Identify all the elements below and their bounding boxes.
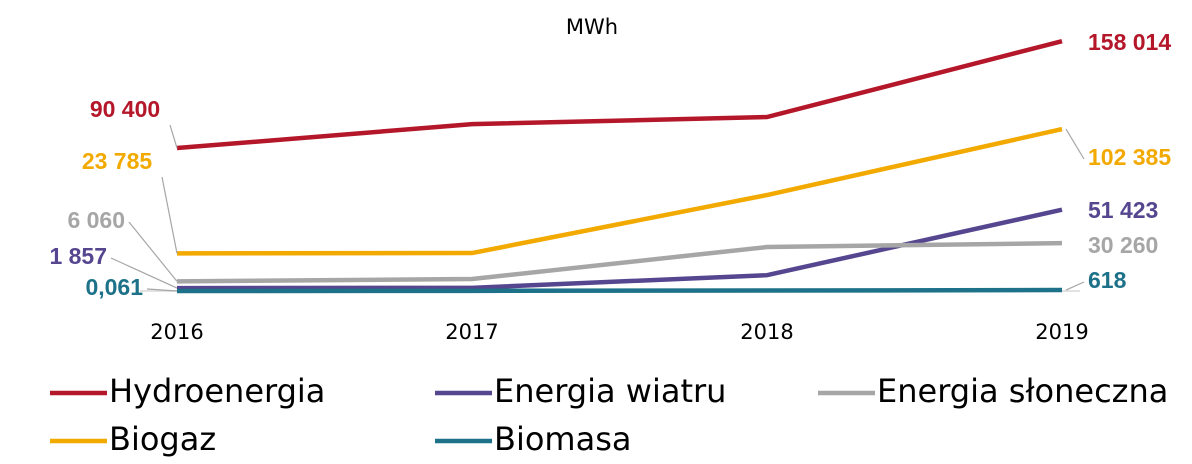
- legend-label: Energia wiatru: [494, 372, 726, 410]
- legend-label: Energia słoneczna: [877, 372, 1168, 410]
- leader-line: [169, 124, 178, 149]
- value-label: 102 385: [1088, 144, 1171, 170]
- x-tick-label: 2018: [740, 320, 793, 344]
- leader-line: [146, 288, 178, 292]
- series-line: [176, 207, 1063, 291]
- x-tick-label: 2017: [445, 320, 498, 344]
- value-label: 6 060: [67, 207, 125, 233]
- leader-line: [161, 176, 178, 254]
- x-tick-label: 2016: [150, 320, 203, 344]
- x-tick-label: 2019: [1035, 320, 1088, 344]
- value-label: 158 014: [1088, 29, 1171, 55]
- legend-label: Biomasa: [494, 420, 631, 458]
- value-label: 51 423: [1088, 197, 1158, 223]
- legend-label: Hydroenergia: [109, 372, 325, 410]
- series-line: [176, 240, 1063, 284]
- value-label: 23 785: [82, 148, 153, 174]
- value-label: 1 857: [49, 243, 107, 269]
- leader-line: [1065, 281, 1085, 291]
- leader-line: [128, 221, 178, 282]
- legend-label: Biogaz: [109, 420, 216, 458]
- series-line: [176, 287, 1063, 294]
- value-label: 90 400: [90, 96, 160, 122]
- leader-line: [1065, 128, 1085, 160]
- value-label: 30 260: [1088, 232, 1158, 258]
- value-label: 618: [1088, 267, 1127, 293]
- series-line: [176, 126, 1063, 256]
- value-label: 0,061: [85, 274, 143, 300]
- series-line: [176, 38, 1063, 151]
- leader-line: [110, 257, 178, 289]
- chart-title: MWh: [566, 15, 618, 39]
